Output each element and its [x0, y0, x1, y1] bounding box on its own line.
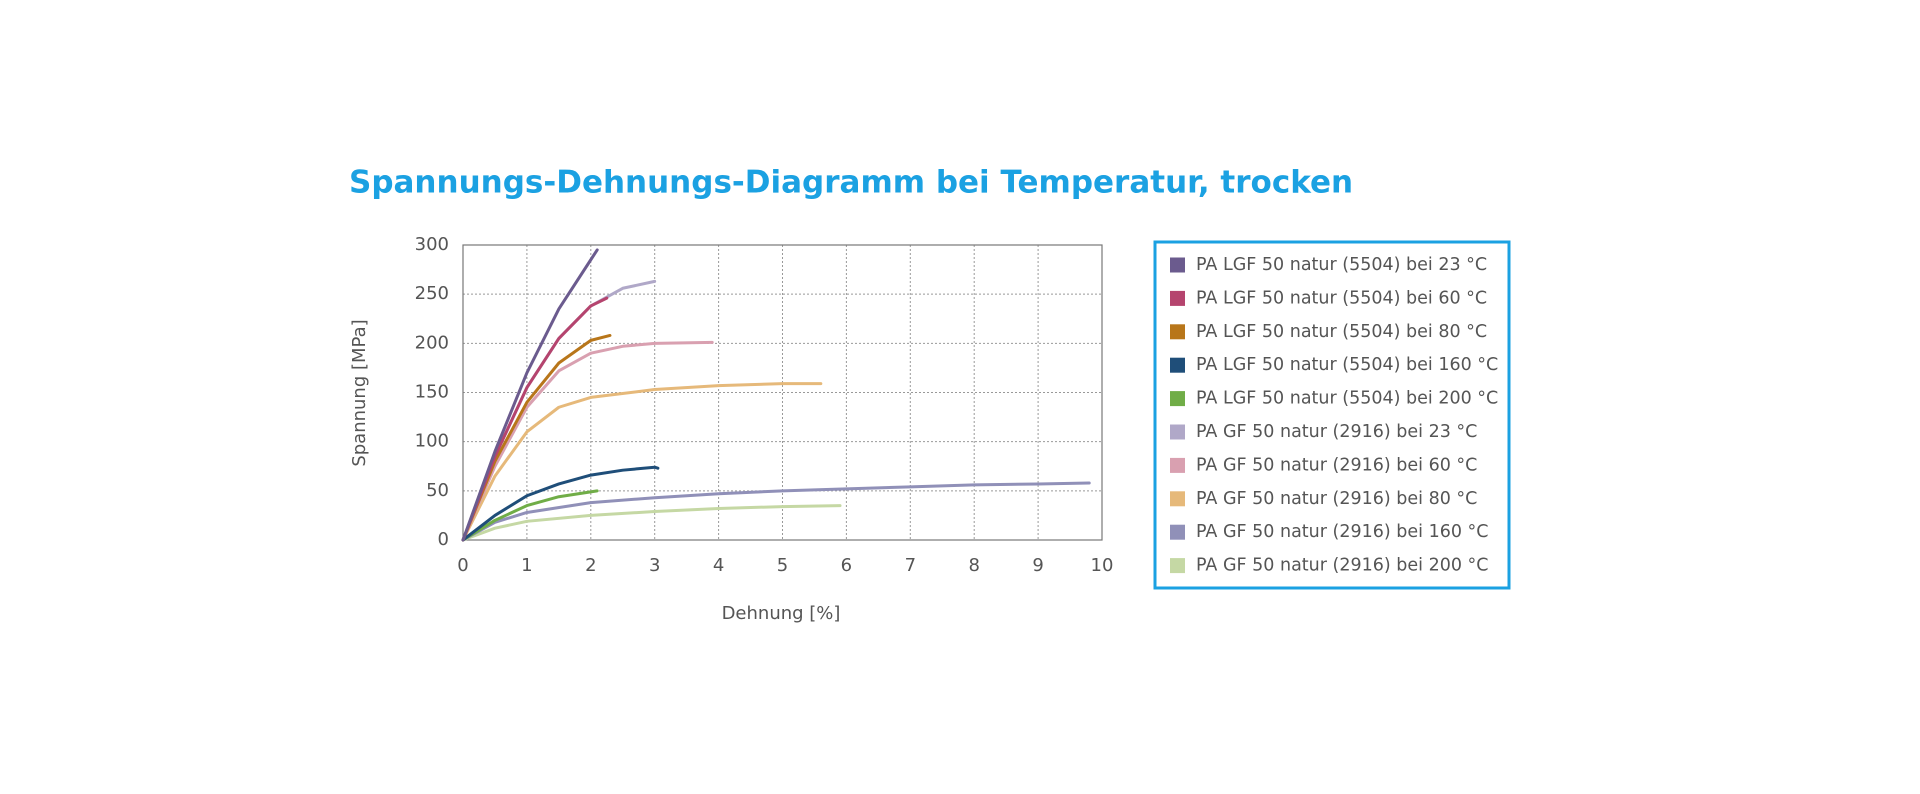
legend-swatch	[1170, 391, 1185, 407]
x-tick-label: 4	[713, 555, 724, 576]
y-tick-label: 0	[438, 529, 449, 550]
legend-label: PA LGF 50 natur (5504) bei 160 °C	[1196, 355, 1498, 375]
legend-label: PA GF 50 natur (2916) bei 160 °C	[1196, 522, 1489, 542]
x-tick-label: 6	[841, 555, 852, 576]
series-line	[461, 504, 842, 542]
legend-label: PA GF 50 natur (2916) bei 80 °C	[1196, 489, 1477, 509]
series-line	[461, 489, 599, 542]
y-tick-label: 250	[415, 283, 449, 304]
legend-swatch	[1170, 357, 1185, 373]
legend-swatch	[1170, 290, 1185, 306]
series-line	[461, 333, 612, 542]
legend-label: PA LGF 50 natur (5504) bei 60 °C	[1196, 288, 1487, 308]
x-tick-label: 3	[649, 555, 660, 576]
legend-label: PA GF 50 natur (2916) bei 200 °C	[1196, 556, 1489, 576]
series-line	[461, 382, 823, 542]
series-line	[461, 481, 1091, 542]
y-tick-label: 300	[415, 234, 449, 255]
y-axis-label: Spannung [MPa]	[349, 319, 370, 466]
x-tick-label: 8	[968, 555, 979, 576]
x-tick-label: 2	[585, 555, 596, 576]
x-tick-label: 5	[777, 555, 788, 576]
legend-label: PA LGF 50 natur (5504) bei 23 °C	[1196, 255, 1487, 275]
series-line	[461, 465, 660, 542]
legend-swatch	[1170, 424, 1185, 440]
plot-frame	[462, 244, 1103, 541]
y-tick-label: 150	[415, 382, 449, 403]
series-line	[461, 340, 714, 542]
legend-label: PA GF 50 natur (2916) bei 23 °C	[1196, 422, 1477, 442]
legend-box	[1153, 240, 1511, 590]
legend-label: PA LGF 50 natur (5504) bei 200 °C	[1196, 389, 1498, 409]
x-tick-label: 9	[1032, 555, 1043, 576]
legend-label: PA GF 50 natur (2916) bei 60 °C	[1196, 455, 1477, 475]
x-axis-label: Dehnung [%]	[722, 603, 841, 624]
series-line	[461, 248, 599, 542]
legend-swatch	[1170, 558, 1185, 574]
y-tick-label: 200	[415, 332, 449, 353]
legend-swatch	[1170, 524, 1185, 540]
x-tick-label: 10	[1091, 555, 1114, 576]
x-tick-label: 0	[457, 555, 468, 576]
legend-swatch	[1170, 457, 1185, 473]
legend-swatch	[1170, 257, 1185, 273]
legend-swatch	[1170, 491, 1185, 507]
legend-label: PA LGF 50 natur (5504) bei 80 °C	[1196, 322, 1487, 342]
y-tick-label: 50	[426, 480, 449, 501]
legend-swatch	[1170, 324, 1185, 340]
chart-title: Spannungs-Dehnungs-Diagramm bei Temperat…	[349, 165, 1353, 201]
y-tick-label: 100	[415, 431, 449, 452]
x-tick-label: 1	[521, 555, 532, 576]
x-tick-label: 7	[905, 555, 916, 576]
